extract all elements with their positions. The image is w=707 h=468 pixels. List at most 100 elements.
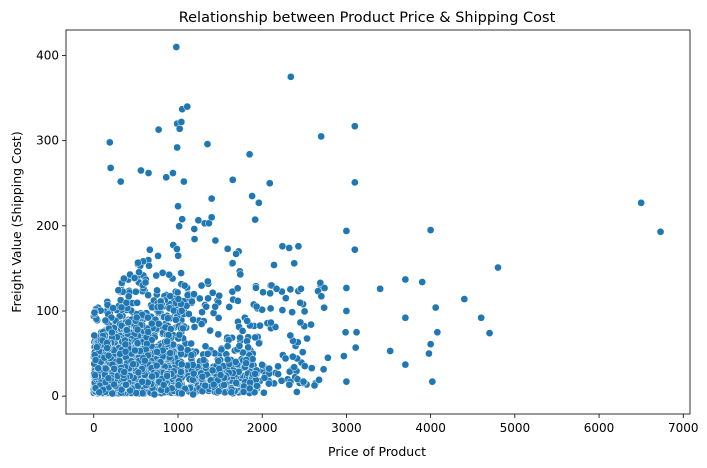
data-point — [173, 288, 182, 297]
data-point — [232, 250, 240, 258]
data-point — [251, 369, 259, 378]
data-point — [223, 244, 232, 253]
data-point — [274, 362, 282, 371]
data-point — [297, 284, 305, 293]
data-point — [133, 339, 142, 348]
data-point — [144, 328, 152, 336]
chart-title: Relationship between Product Price & Shi… — [179, 10, 556, 26]
data-point — [116, 177, 125, 186]
data-point — [265, 364, 273, 373]
data-point — [386, 347, 395, 355]
data-point — [231, 358, 240, 366]
data-point — [460, 295, 469, 303]
data-point — [266, 289, 274, 298]
points-layer — [89, 43, 665, 399]
data-point — [172, 43, 181, 51]
x-tick-label: 5000 — [500, 421, 531, 435]
data-point — [185, 310, 193, 318]
data-point — [215, 291, 224, 300]
data-point — [135, 268, 143, 277]
data-point — [401, 275, 410, 284]
data-point — [163, 314, 172, 323]
data-point — [148, 372, 156, 381]
data-point — [217, 345, 226, 354]
data-point — [418, 278, 427, 286]
x-tick-label: 1000 — [163, 421, 194, 435]
data-point — [238, 327, 247, 335]
data-point — [152, 361, 161, 370]
data-point — [477, 313, 486, 322]
data-point — [153, 348, 161, 356]
data-point — [101, 364, 110, 373]
data-point — [177, 118, 186, 126]
x-tick-label: 4000 — [415, 421, 446, 435]
data-point — [299, 377, 308, 386]
data-point — [187, 351, 196, 360]
data-point — [156, 303, 165, 311]
data-point — [190, 235, 199, 243]
data-point — [140, 356, 149, 365]
data-point — [211, 236, 220, 245]
data-point — [104, 351, 113, 360]
data-point — [209, 380, 218, 389]
data-point — [245, 384, 254, 393]
data-point — [159, 381, 168, 389]
data-point — [154, 252, 162, 260]
data-point — [214, 314, 223, 322]
data-point — [92, 343, 101, 352]
data-point — [376, 284, 384, 293]
data-point — [203, 349, 212, 358]
data-point — [350, 245, 359, 254]
data-point — [131, 287, 140, 296]
data-point — [198, 308, 206, 316]
data-point — [91, 371, 99, 380]
data-point — [426, 226, 435, 234]
data-point — [227, 388, 236, 397]
data-point — [198, 372, 207, 381]
data-point — [117, 385, 126, 394]
data-point — [277, 376, 286, 385]
data-point — [109, 304, 117, 312]
data-point — [143, 313, 152, 322]
y-tick-label: 200 — [36, 219, 59, 233]
data-point — [281, 354, 290, 363]
data-point — [307, 364, 316, 372]
data-point — [134, 368, 143, 377]
data-point — [208, 366, 217, 375]
data-point — [285, 244, 294, 252]
data-point — [320, 303, 328, 312]
data-point — [158, 268, 167, 277]
data-point — [288, 308, 297, 317]
data-point — [124, 292, 133, 301]
data-point — [108, 328, 116, 337]
data-point — [290, 363, 299, 372]
data-point — [296, 298, 305, 307]
data-point — [254, 198, 263, 207]
data-point — [133, 325, 142, 334]
data-point — [296, 318, 305, 327]
data-point — [211, 302, 220, 311]
data-point — [234, 297, 242, 305]
data-point — [274, 370, 282, 378]
data-point — [265, 179, 274, 188]
data-point — [223, 355, 232, 364]
data-point — [144, 291, 152, 300]
data-point — [216, 371, 225, 379]
data-point — [115, 356, 124, 365]
data-point — [133, 298, 141, 307]
data-point — [188, 297, 196, 306]
data-point — [220, 381, 228, 389]
data-point — [253, 381, 261, 390]
data-point — [294, 242, 303, 251]
data-point — [177, 360, 186, 369]
data-point — [637, 198, 646, 207]
data-point — [236, 333, 244, 342]
data-point — [201, 381, 210, 390]
data-point — [180, 177, 188, 186]
data-point — [431, 303, 440, 312]
data-point — [278, 306, 287, 314]
data-point — [169, 169, 177, 177]
data-point — [286, 285, 295, 294]
y-axis-label: Freight Value (Shipping Cost) — [9, 131, 24, 312]
data-point — [176, 344, 185, 353]
